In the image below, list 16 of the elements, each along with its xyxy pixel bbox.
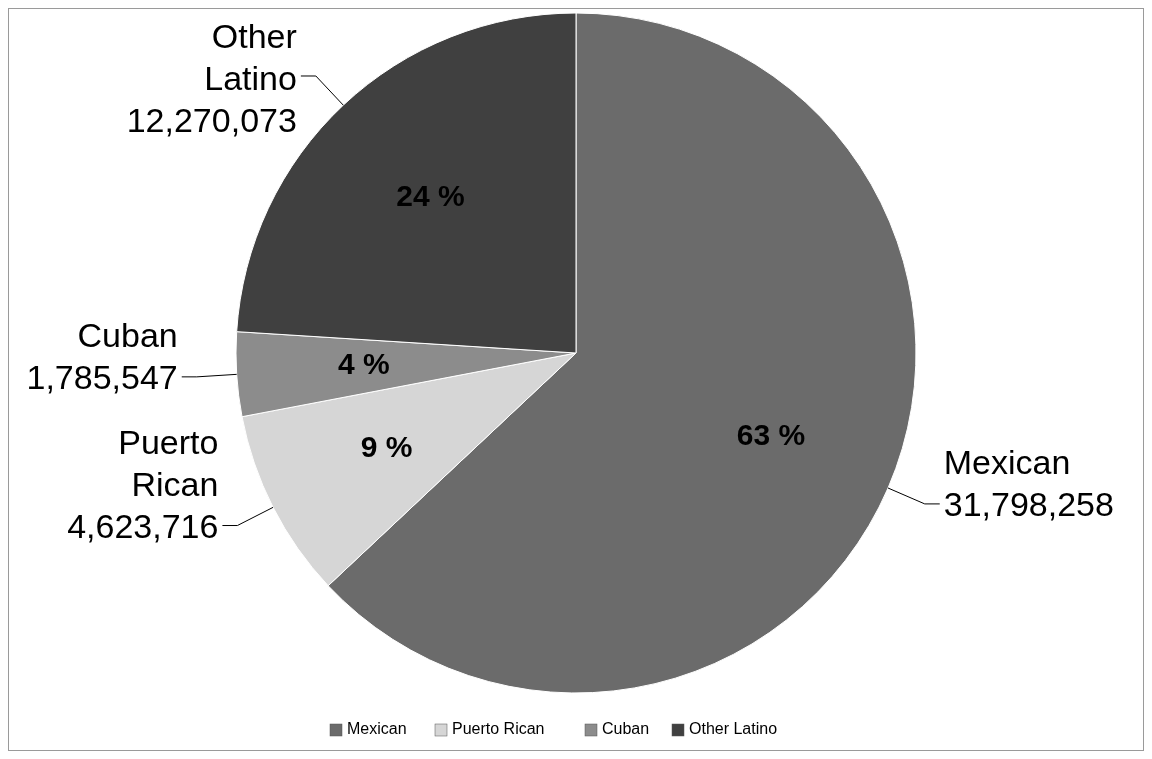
data-label: 63 %: [736, 418, 806, 452]
data-label: 9 %: [360, 430, 413, 464]
text: 1,785,547: [26, 357, 178, 396]
slice-label: Other Latino: [204, 17, 297, 97]
legend-label: Puerto Rican: [452, 720, 545, 738]
text: 4,623,716: [67, 506, 219, 545]
legend-label: Other Latino: [689, 720, 778, 738]
text: 31,798,258: [943, 484, 1114, 523]
legend-label: Cuban: [602, 720, 650, 738]
slice-label: Mexican: [943, 442, 1071, 481]
slice-label: Cuban: [77, 315, 178, 354]
data-label: 4 %: [338, 347, 390, 381]
slice-label: Puerto Rican: [118, 422, 219, 503]
data-label: 24 %: [396, 179, 465, 213]
text: 12,270,073: [126, 101, 297, 139]
legend-label: Mexican: [347, 720, 407, 738]
